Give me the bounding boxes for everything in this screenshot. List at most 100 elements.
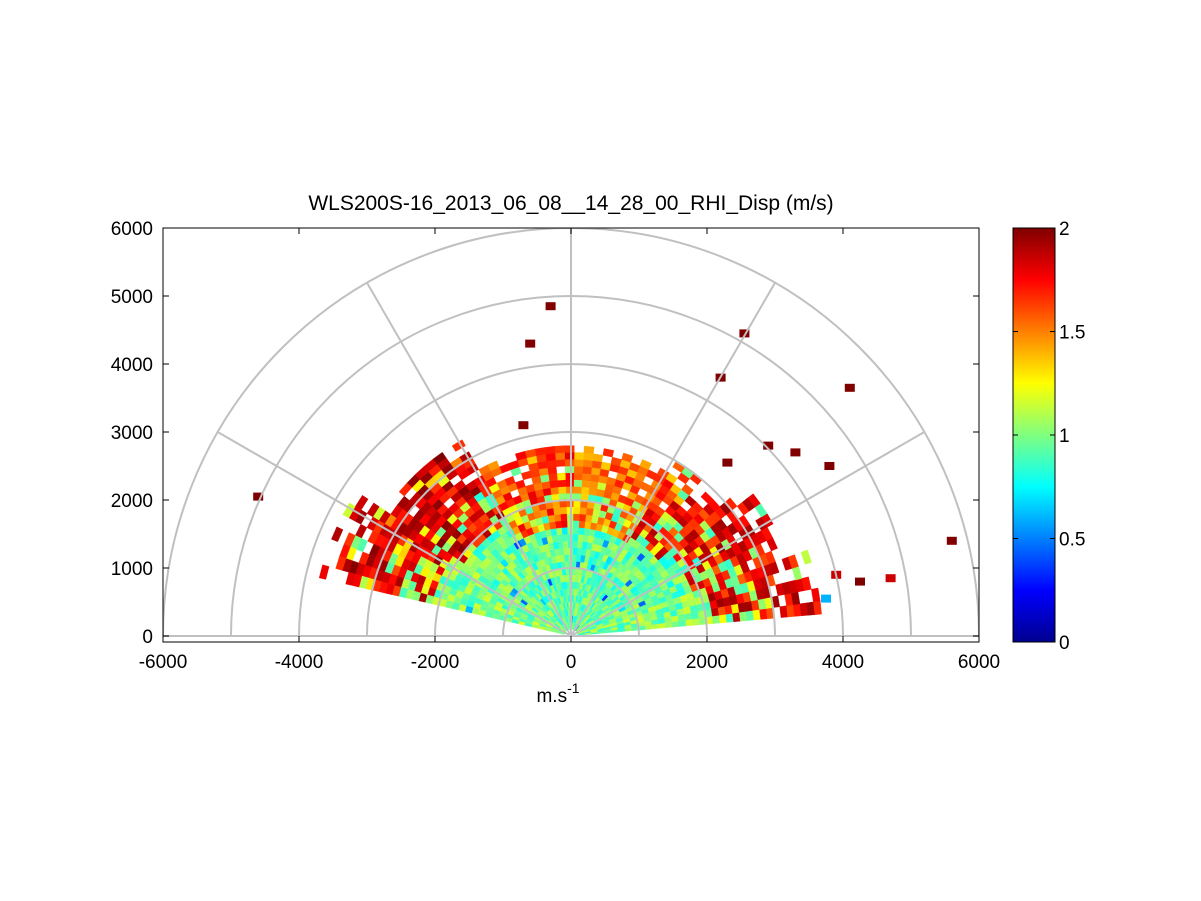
data-cell xyxy=(583,527,591,536)
data-cell xyxy=(553,513,562,522)
data-cell xyxy=(656,467,670,479)
data-cell xyxy=(548,479,559,489)
x-tick-label: 4000 xyxy=(822,652,864,673)
data-cell xyxy=(546,459,557,468)
data-cell xyxy=(585,507,594,516)
data-cell xyxy=(584,514,593,523)
data-cell xyxy=(573,465,584,474)
data-cell xyxy=(811,587,821,603)
data-cell xyxy=(398,482,413,497)
x-axis-label-sup: -1 xyxy=(567,680,580,696)
data-cell xyxy=(739,611,748,622)
data-cell xyxy=(583,452,594,461)
data-cell xyxy=(554,452,566,461)
y-tick-label: 0 xyxy=(142,627,153,648)
y-tick-label: 6000 xyxy=(111,219,153,240)
data-cell xyxy=(544,446,556,455)
data-cell xyxy=(451,439,466,452)
data-cell xyxy=(573,479,583,488)
data-cell xyxy=(549,486,559,495)
data-cell xyxy=(580,486,590,495)
data-cell xyxy=(547,466,558,475)
colorbar xyxy=(1012,227,1056,643)
y-axis: 0 1000 2000 3000 4000 5000 6000 xyxy=(111,219,979,648)
data-cell xyxy=(566,506,574,514)
data-cell xyxy=(557,486,567,494)
y-tick-label: 4000 xyxy=(111,355,153,376)
data-cell xyxy=(560,520,568,528)
colorbar-ticks: 0 0.5 1 1.5 2 xyxy=(1013,219,1085,654)
data-cell xyxy=(331,526,344,542)
data-cell xyxy=(554,445,565,454)
data-cell xyxy=(562,540,569,549)
data-cell xyxy=(747,493,761,508)
data-cell xyxy=(564,458,575,467)
x-tick-label: 6000 xyxy=(958,652,1000,673)
data-cell xyxy=(582,534,589,543)
isolated-cell xyxy=(885,574,896,583)
data-cell xyxy=(572,540,578,549)
data-cell xyxy=(564,452,575,460)
data-cell xyxy=(555,459,566,467)
data-cell xyxy=(581,479,591,488)
data-cell xyxy=(565,479,574,487)
data-cell xyxy=(578,513,587,522)
grid-spoke xyxy=(217,431,572,637)
y-tick-label: 3000 xyxy=(111,423,153,444)
x-tick-label: -4000 xyxy=(275,652,324,673)
data-cell xyxy=(583,445,595,455)
data-cell xyxy=(582,459,593,468)
data-cell xyxy=(573,486,582,494)
data-cell xyxy=(571,574,576,582)
y-tick-label: 2000 xyxy=(111,491,153,512)
colorbar-tick-label: 1 xyxy=(1059,426,1070,447)
data-cell xyxy=(573,472,583,481)
isolated-cell xyxy=(821,594,831,603)
isolated-cell xyxy=(946,536,957,545)
data-cell xyxy=(732,612,741,623)
isolated-cell xyxy=(518,421,529,430)
data-cell xyxy=(571,581,576,589)
isolated-cell xyxy=(722,458,733,467)
data-cell xyxy=(575,554,582,563)
data-cell xyxy=(759,608,768,620)
colorbar-tick-label: 0.5 xyxy=(1059,530,1085,551)
data-cell xyxy=(579,506,587,515)
data-cell xyxy=(342,502,356,519)
data-cell xyxy=(571,588,575,596)
data-cell xyxy=(577,527,585,536)
x-axis: -6000 -4000 -2000 0 2000 4000 6000 xyxy=(139,228,1000,673)
grid-spoke xyxy=(570,431,925,637)
data-cell xyxy=(573,458,584,467)
data-cell xyxy=(700,491,714,504)
data-cell xyxy=(602,448,615,458)
data-cell xyxy=(345,572,356,586)
data-cell xyxy=(572,547,578,555)
data-cell xyxy=(725,613,734,623)
isolated-cell xyxy=(739,329,750,338)
data-cell xyxy=(800,549,812,565)
isolated-cell xyxy=(545,302,556,311)
isolated-cell xyxy=(824,462,835,470)
x-tick-label: 0 xyxy=(566,652,577,673)
colorbar-tick-label: 2 xyxy=(1059,219,1070,240)
data-cell xyxy=(584,521,592,530)
data-cell xyxy=(565,472,575,480)
data-cell xyxy=(561,527,568,535)
data-cell xyxy=(548,473,558,482)
data-cell xyxy=(552,507,561,516)
data-cell xyxy=(559,506,567,515)
data-cell xyxy=(557,479,567,488)
data-cell xyxy=(572,513,580,521)
data-cell xyxy=(592,453,604,463)
data-cell xyxy=(639,459,652,470)
data-cell xyxy=(582,466,592,475)
data-cell xyxy=(576,540,583,549)
x-tick-label: -2000 xyxy=(411,652,460,673)
data-cell xyxy=(573,452,585,460)
data-cell xyxy=(534,447,546,457)
data-cell xyxy=(577,533,584,542)
grid-spoke xyxy=(570,282,776,637)
x-tick-label: -6000 xyxy=(139,652,188,673)
